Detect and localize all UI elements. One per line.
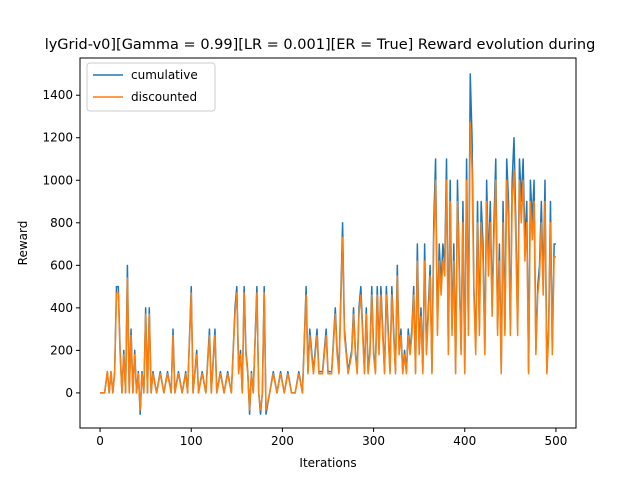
x-tick-label: 400 [453, 434, 476, 448]
x-axis-label: Iterations [299, 456, 356, 470]
y-tick-label: 1000 [42, 173, 73, 187]
x-tick-label: 500 [544, 434, 567, 448]
legend-label-cumulative: cumulative [131, 68, 198, 82]
chart-title: lyGrid-v0][Gamma = 0.99][LR = 0.001][ER … [45, 37, 596, 53]
y-tick-label: 1200 [42, 131, 73, 145]
y-tick-label: 200 [50, 343, 73, 357]
x-tick-label: 0 [96, 434, 104, 448]
legend-label-discounted: discounted [131, 90, 197, 104]
plot-frame [79, 57, 577, 429]
y-tick-label: 0 [65, 386, 73, 400]
y-tick-label: 400 [50, 301, 73, 315]
x-axis-ticks: 0 100 200 300 400 500 [96, 428, 567, 448]
y-tick-label: 1400 [42, 88, 73, 102]
y-tick-label: 800 [50, 216, 73, 230]
y-tick-label: 600 [50, 258, 73, 272]
x-tick-label: 200 [271, 434, 294, 448]
x-tick-label: 100 [180, 434, 203, 448]
x-tick-label: 300 [362, 434, 385, 448]
series-layer [100, 73, 556, 415]
legend: cumulative discounted [86, 62, 216, 112]
y-axis-ticks: 0 200 400 600 800 1000 1200 1400 [42, 88, 80, 400]
y-axis-label: Reward [16, 221, 30, 266]
series-line-discounted [100, 122, 556, 411]
